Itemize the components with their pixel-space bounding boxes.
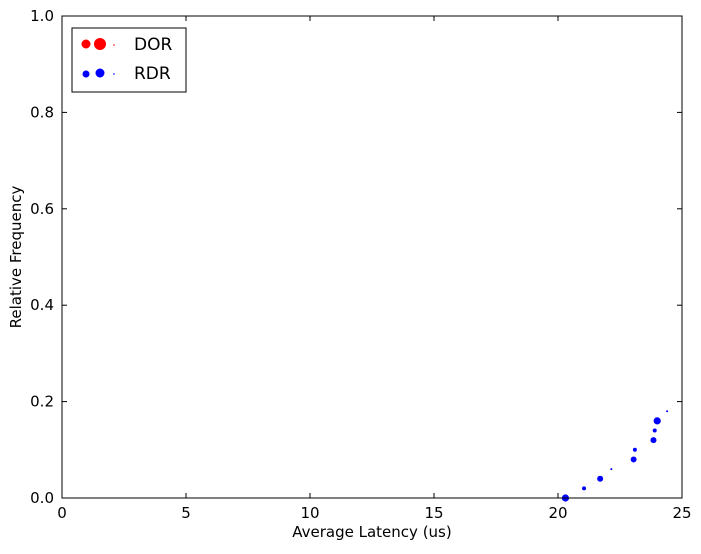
legend-marker-rdr-small [82,70,90,78]
legend-marker-dor-tiny [113,44,115,46]
legend-marker-rdr-medium [95,68,105,78]
data-point-rdr [582,486,587,491]
legend-label-dor: DOR [134,35,172,55]
axis-ticks: 0 5 10 15 20 25 0.0 0.2 0.4 0.6 0.8 1.0 [30,7,691,522]
legend-entry-rdr: RDR [82,64,171,84]
data-point-rdr [652,428,657,433]
data-point-rdr [630,456,637,463]
x-tick-label: 10 [300,504,319,522]
y-tick-label: 1.0 [30,7,54,25]
y-tick-label: 0.8 [30,103,54,121]
data-point-rdr [653,417,661,425]
y-tick-label: 0.0 [30,489,54,507]
x-tick-label: 0 [57,504,67,522]
x-tick-label: 5 [181,504,191,522]
data-point-rdr [666,410,669,413]
y-tick-label: 0.6 [30,200,54,218]
data-point-rdr [597,475,604,482]
plot-area [62,16,682,498]
y-axis-label: Relative Frequency [7,186,25,329]
y-tick-label: 0.4 [30,296,54,314]
x-tick-label: 25 [672,504,691,522]
y-tick-label: 0.2 [30,393,54,411]
legend: DOR RDR [71,27,187,93]
legend-entry-dor: DOR [81,35,172,55]
plot-frame [61,15,683,499]
x-tick-label: 20 [548,504,567,522]
legend-label-rdr: RDR [134,64,171,84]
legend-marker-dor-large [94,38,106,50]
data-point-rdr [632,447,637,452]
legend-marker-rdr-tiny [113,73,115,75]
data-point-rdr [650,437,657,444]
x-tick-label: 15 [424,504,443,522]
legend-box [71,27,187,93]
x-axis-label: Average Latency (us) [292,523,451,541]
data-point-rdr [610,468,613,471]
legend-marker-dor-medium [81,39,91,49]
